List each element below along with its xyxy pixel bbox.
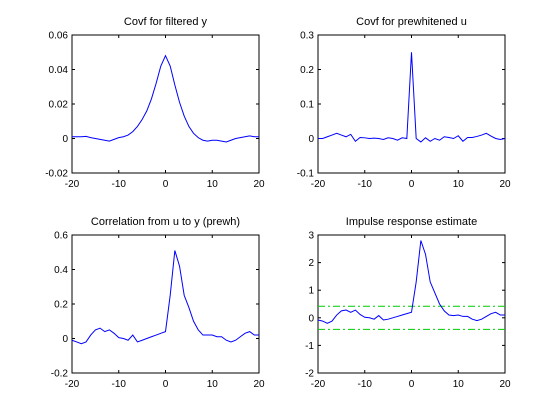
x-tick-label: 0 bbox=[163, 379, 169, 390]
y-tick-label: 2 bbox=[308, 258, 314, 269]
y-tick-label: 0.6 bbox=[54, 231, 68, 242]
x-tick-label: 20 bbox=[499, 179, 511, 190]
x-tick-label: -20 bbox=[65, 379, 80, 390]
chart-title: Covf for prewhitened u bbox=[356, 16, 467, 28]
series-line bbox=[318, 52, 506, 143]
y-tick-label: -1 bbox=[305, 341, 314, 352]
y-tick-label: 0 bbox=[62, 134, 68, 145]
y-tick-label: 0 bbox=[308, 134, 314, 145]
x-tick-label: 20 bbox=[499, 379, 511, 390]
y-tick-label: 3 bbox=[308, 231, 314, 242]
y-tick-label: 0.1 bbox=[300, 100, 314, 111]
y-tick-label: -0.2 bbox=[51, 369, 69, 380]
y-tick-label: 0.2 bbox=[300, 65, 314, 76]
y-tick-label: 0 bbox=[308, 313, 314, 324]
plot-area: -20 -10 0 10 20 -0.02 0 0.02 0.04 0.06 bbox=[45, 31, 265, 191]
y-tick-label: 0.02 bbox=[49, 100, 69, 111]
x-tick-label: -10 bbox=[358, 179, 373, 190]
x-tick-label: 20 bbox=[253, 379, 265, 390]
x-tick-label: -10 bbox=[358, 379, 373, 390]
x-tick-label: 10 bbox=[207, 379, 219, 390]
y-tick-label: -0.1 bbox=[297, 169, 315, 180]
y-tick-label: -2 bbox=[305, 369, 314, 380]
y-tick-label: 0.06 bbox=[49, 31, 69, 42]
y-tick-label: -0.02 bbox=[45, 169, 68, 180]
y-tick-label: 0.4 bbox=[54, 265, 68, 276]
y-tick-label: 1 bbox=[308, 286, 314, 297]
x-tick-label: -10 bbox=[112, 379, 127, 390]
x-tick-label: 20 bbox=[253, 179, 265, 190]
series-line bbox=[317, 240, 505, 324]
series-line bbox=[71, 250, 259, 345]
x-tick-label: 10 bbox=[453, 179, 465, 190]
x-tick-label: 0 bbox=[163, 179, 169, 190]
y-tick-label: 0.2 bbox=[54, 300, 68, 311]
x-tick-label: -20 bbox=[65, 179, 80, 190]
chart-title: Covf for filtered y bbox=[124, 16, 208, 28]
subplot-impulse-response: Impulse response estimate -20 -10 0 10 20-2-… bbox=[305, 216, 511, 390]
subplot-covf-filtered-y: Covf for filtered y -20 -10 0 10 20 -0.02 0 0.0… bbox=[45, 16, 265, 190]
x-tick-label: 10 bbox=[207, 179, 219, 190]
subplot-correlation-u-to-y: Correlation from u to y (prewh) -20 -10 0 1… bbox=[51, 216, 265, 390]
x-tick-label: -20 bbox=[311, 179, 326, 190]
series-line bbox=[72, 54, 259, 143]
x-tick-label: -10 bbox=[112, 179, 127, 190]
x-tick-label: 10 bbox=[453, 379, 465, 390]
x-tick-label: 0 bbox=[409, 379, 415, 390]
x-tick-label: -20 bbox=[311, 379, 326, 390]
plot-area: -20 -10 0 10 20 -0.2 0 0.2 0.4 0.6 bbox=[51, 231, 265, 391]
chart-title: Correlation from u to y (prewh) bbox=[91, 216, 240, 228]
subplot-covf-prewhitened-u: Covf for prewhitened u -20 -10 0 10 20 -0.1 0 0… bbox=[297, 16, 511, 190]
plot-area: -20 -10 0 10 20 -0.1 0 0.1 0.2 0.3 bbox=[297, 31, 511, 191]
y-tick-label: 0 bbox=[62, 334, 68, 345]
x-tick-label: 0 bbox=[409, 179, 415, 190]
chart-title: Impulse response estimate bbox=[346, 216, 477, 228]
y-tick-label: 0.3 bbox=[300, 31, 314, 42]
y-tick-label: 0.04 bbox=[49, 65, 69, 76]
